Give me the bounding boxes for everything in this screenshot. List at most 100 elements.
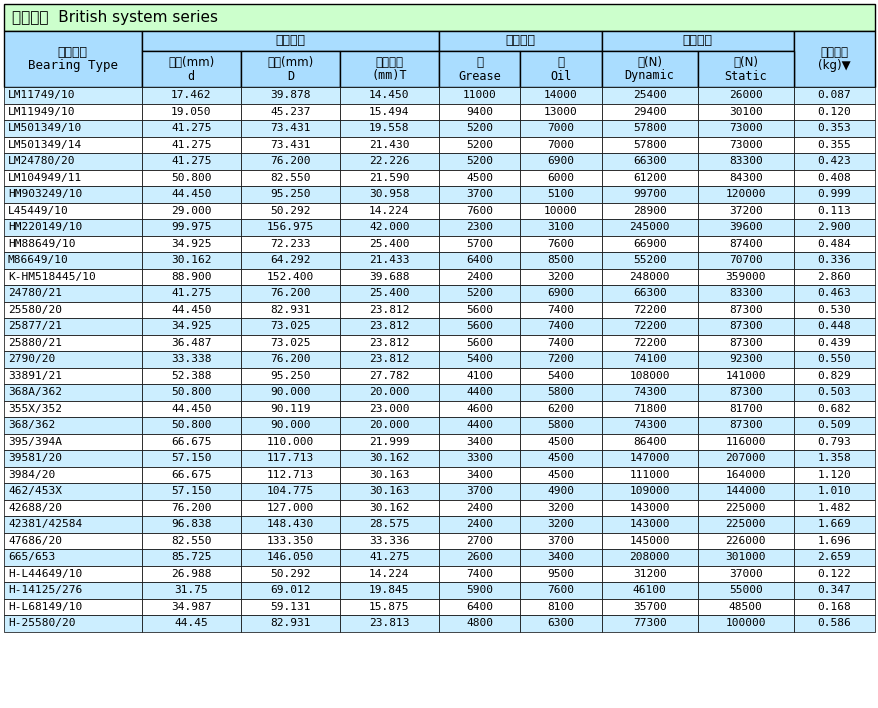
Bar <box>241 582 340 598</box>
Bar <box>340 566 438 582</box>
Bar <box>520 549 601 566</box>
Text: 41.275: 41.275 <box>171 139 212 150</box>
Bar <box>520 285 601 302</box>
Text: 73.025: 73.025 <box>270 321 310 331</box>
Text: 143000: 143000 <box>629 503 669 513</box>
Text: 5800: 5800 <box>547 387 574 397</box>
Text: 665/653: 665/653 <box>8 552 55 562</box>
Bar <box>141 137 241 153</box>
Bar <box>241 51 340 87</box>
Bar <box>601 186 697 202</box>
Bar <box>141 236 241 252</box>
Bar <box>601 31 793 51</box>
Bar <box>697 549 793 566</box>
Bar <box>340 202 438 219</box>
Bar <box>141 169 241 186</box>
Bar <box>141 483 241 500</box>
Text: 23.812: 23.812 <box>369 304 409 315</box>
Bar <box>520 120 601 137</box>
Bar <box>793 169 874 186</box>
Text: 6900: 6900 <box>547 156 574 166</box>
Bar <box>601 500 697 516</box>
Text: 117.713: 117.713 <box>266 453 313 463</box>
Bar <box>520 137 601 153</box>
Text: 26000: 26000 <box>728 90 761 101</box>
Bar <box>601 202 697 219</box>
Text: H-L44649/10: H-L44649/10 <box>8 569 83 578</box>
Bar <box>141 120 241 137</box>
Text: 10000: 10000 <box>543 206 577 216</box>
Text: 9400: 9400 <box>465 107 493 117</box>
Bar <box>601 417 697 433</box>
Text: 41.275: 41.275 <box>171 288 212 298</box>
Text: 2.860: 2.860 <box>817 272 850 282</box>
Bar <box>438 566 520 582</box>
Text: 4800: 4800 <box>465 618 493 628</box>
Text: 19.558: 19.558 <box>369 123 409 133</box>
Bar <box>438 31 601 51</box>
Text: 395/394A: 395/394A <box>8 437 62 447</box>
Text: 23.813: 23.813 <box>369 618 409 628</box>
Text: 225000: 225000 <box>724 519 765 530</box>
Bar <box>4 186 141 202</box>
Bar <box>793 417 874 433</box>
Text: 30.162: 30.162 <box>369 453 409 463</box>
Text: 73.431: 73.431 <box>270 123 310 133</box>
Text: 6900: 6900 <box>547 288 574 298</box>
Text: 66.675: 66.675 <box>171 469 212 480</box>
Text: 25880/21: 25880/21 <box>8 338 62 348</box>
Text: 112.713: 112.713 <box>266 469 313 480</box>
Bar <box>340 367 438 384</box>
Text: 3200: 3200 <box>547 503 574 513</box>
Text: 36.487: 36.487 <box>171 338 212 348</box>
Text: LM11749/10: LM11749/10 <box>8 90 76 101</box>
Text: 14000: 14000 <box>543 90 577 101</box>
Text: 2.659: 2.659 <box>817 552 850 562</box>
Bar <box>340 186 438 202</box>
Bar <box>520 417 601 433</box>
Text: 0.122: 0.122 <box>817 569 850 578</box>
Text: 2400: 2400 <box>465 503 493 513</box>
Bar <box>4 500 141 516</box>
Text: LM24780/20: LM24780/20 <box>8 156 76 166</box>
Bar <box>601 219 697 236</box>
Bar <box>601 334 697 351</box>
Bar <box>241 450 340 467</box>
Text: 208000: 208000 <box>629 552 669 562</box>
Bar <box>141 467 241 483</box>
Bar <box>141 532 241 549</box>
Text: 82.931: 82.931 <box>270 618 310 628</box>
Text: 7600: 7600 <box>547 586 574 595</box>
Bar <box>340 153 438 169</box>
Bar <box>4 598 141 615</box>
Bar <box>4 219 141 236</box>
Text: 5400: 5400 <box>547 371 574 381</box>
Text: 77300: 77300 <box>632 618 666 628</box>
Bar <box>4 516 141 532</box>
Bar <box>793 549 874 566</box>
Text: 28900: 28900 <box>632 206 666 216</box>
Text: 73.025: 73.025 <box>270 338 310 348</box>
Text: 85.725: 85.725 <box>171 552 212 562</box>
Bar <box>520 236 601 252</box>
Bar <box>4 384 141 401</box>
Bar <box>793 202 874 219</box>
Text: 轴承型号: 轴承型号 <box>58 45 88 59</box>
Text: 2700: 2700 <box>465 536 493 546</box>
Text: 基本尺寸: 基本尺寸 <box>275 35 305 47</box>
Bar <box>141 500 241 516</box>
Bar <box>438 384 520 401</box>
Bar <box>520 318 601 334</box>
Text: 39.878: 39.878 <box>270 90 310 101</box>
Bar <box>340 401 438 417</box>
Text: 0.448: 0.448 <box>817 321 850 331</box>
Bar <box>520 598 601 615</box>
Bar <box>697 367 793 384</box>
Bar <box>141 103 241 120</box>
Bar <box>141 417 241 433</box>
Text: 2400: 2400 <box>465 519 493 530</box>
Bar <box>438 169 520 186</box>
Bar <box>141 219 241 236</box>
Text: d: d <box>188 69 195 83</box>
Text: 0.463: 0.463 <box>817 288 850 298</box>
